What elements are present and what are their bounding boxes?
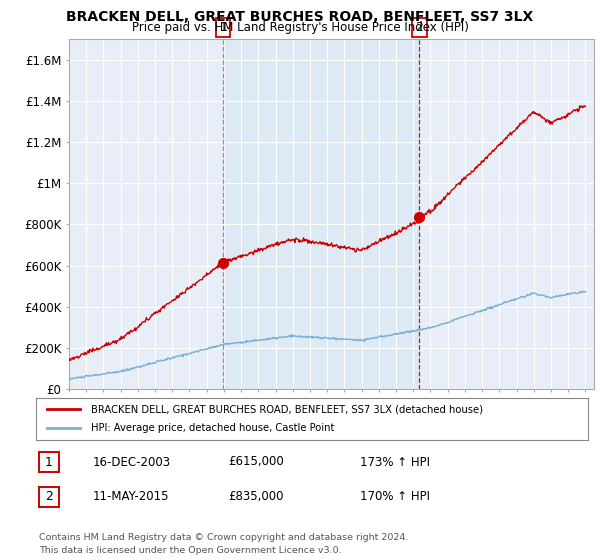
Text: £835,000: £835,000	[228, 490, 284, 503]
Text: 2: 2	[45, 490, 53, 503]
Text: BRACKEN DELL, GREAT BURCHES ROAD, BENFLEET, SS7 3LX: BRACKEN DELL, GREAT BURCHES ROAD, BENFLE…	[67, 10, 533, 24]
Text: BRACKEN DELL, GREAT BURCHES ROAD, BENFLEET, SS7 3LX (detached house): BRACKEN DELL, GREAT BURCHES ROAD, BENFLE…	[91, 404, 483, 414]
Point	[218, 258, 228, 267]
Text: Price paid vs. HM Land Registry's House Price Index (HPI): Price paid vs. HM Land Registry's House …	[131, 21, 469, 34]
Text: 1: 1	[219, 21, 227, 34]
Text: 11-MAY-2015: 11-MAY-2015	[93, 490, 170, 503]
Text: 16-DEC-2003: 16-DEC-2003	[93, 455, 171, 469]
Text: HPI: Average price, detached house, Castle Point: HPI: Average price, detached house, Cast…	[91, 423, 335, 433]
Text: £615,000: £615,000	[228, 455, 284, 469]
Text: 1: 1	[45, 455, 53, 469]
Text: 2: 2	[416, 21, 424, 34]
Text: 170% ↑ HPI: 170% ↑ HPI	[360, 490, 430, 503]
Text: 173% ↑ HPI: 173% ↑ HPI	[360, 455, 430, 469]
Point	[415, 213, 424, 222]
Text: Contains HM Land Registry data © Crown copyright and database right 2024.
This d: Contains HM Land Registry data © Crown c…	[39, 533, 409, 554]
Bar	[223, 39, 419, 389]
